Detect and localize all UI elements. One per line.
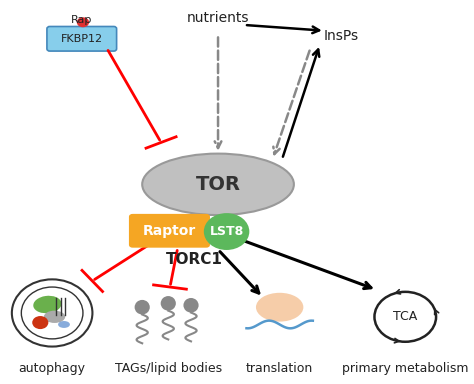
Text: Raptor: Raptor	[143, 224, 196, 238]
Text: TCA: TCA	[393, 310, 418, 323]
Ellipse shape	[135, 300, 150, 314]
Ellipse shape	[21, 287, 83, 339]
Ellipse shape	[44, 311, 65, 323]
Circle shape	[77, 17, 89, 27]
Text: Rap: Rap	[71, 15, 92, 25]
Circle shape	[374, 292, 436, 342]
Text: translation: translation	[246, 362, 313, 375]
Circle shape	[32, 316, 48, 329]
Text: LST8: LST8	[210, 225, 244, 238]
Ellipse shape	[161, 296, 176, 311]
Text: TOR: TOR	[196, 175, 240, 194]
FancyBboxPatch shape	[129, 214, 210, 248]
Text: TAGs/lipid bodies: TAGs/lipid bodies	[115, 362, 222, 375]
Text: autophagy: autophagy	[18, 362, 86, 375]
Ellipse shape	[256, 293, 303, 321]
Circle shape	[204, 213, 249, 250]
FancyBboxPatch shape	[47, 26, 117, 51]
Text: nutrients: nutrients	[187, 12, 249, 25]
Ellipse shape	[33, 296, 62, 313]
Ellipse shape	[12, 280, 92, 346]
Ellipse shape	[142, 154, 294, 215]
Text: InsPs: InsPs	[324, 30, 359, 43]
Text: FKBP12: FKBP12	[61, 34, 102, 44]
Text: primary metabolism: primary metabolism	[342, 362, 468, 375]
Ellipse shape	[183, 298, 199, 313]
Ellipse shape	[58, 321, 70, 328]
Text: TORC1: TORC1	[166, 252, 223, 267]
